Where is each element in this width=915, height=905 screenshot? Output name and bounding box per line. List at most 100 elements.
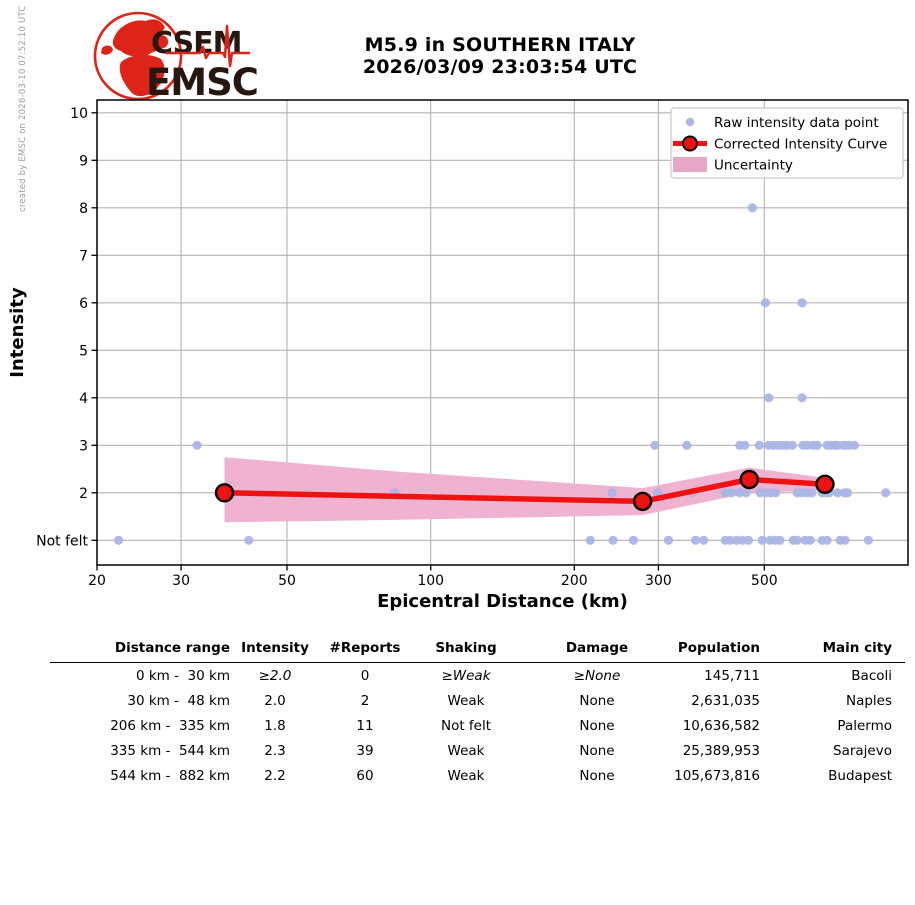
raw-intensity-point: [691, 535, 701, 545]
y-tick-label: 5: [79, 343, 88, 359]
raw-intensity-point: [842, 488, 853, 498]
raw-intensity-point: [760, 298, 771, 308]
corrected-curve-marker: [739, 469, 759, 490]
table-cell: Weak: [447, 692, 485, 709]
table-cell: 0 km - 30 km: [135, 667, 230, 684]
table-row: 544 km - 882 km 2.2 60 Weak None 105,673,816 B…: [50, 763, 905, 788]
table-row: 335 km - 544 km 2.3 39 Weak None 25,389,953 Sa…: [50, 738, 905, 763]
table-cell: None: [579, 717, 615, 734]
table-cell: 2: [360, 692, 370, 709]
table-cell: 10,636,582: [682, 717, 760, 734]
y-tick-label: 4: [79, 391, 88, 407]
table-cell: Naples: [845, 692, 892, 709]
table-cell: 25,389,953: [682, 742, 760, 759]
raw-intensity-point: [682, 440, 692, 450]
table-row: 0 km - 30 km ≥2.0 0 ≥Weak ≥None 145,711 Bacoli: [50, 663, 905, 689]
legend-uncertainty-swatch: [673, 157, 707, 172]
legend-label: Corrected Intensity Curve: [714, 137, 887, 153]
table-row: 206 km - 335 km 1.8 11 Not felt None 10,636,5…: [50, 713, 905, 738]
column-header: Distance range: [50, 636, 230, 663]
table-cell: Weak: [447, 742, 485, 759]
corrected-curve-marker: [815, 474, 835, 494]
table-cell: 30 km - 48 km: [127, 692, 230, 709]
raw-intensity-point: [244, 535, 254, 545]
raw-intensity-point: [771, 488, 781, 498]
raw-intensity-point: [863, 535, 874, 545]
raw-intensity-point: [754, 440, 764, 450]
table-cell: ≥2.0: [258, 667, 292, 684]
raw-intensity-point: [650, 440, 660, 450]
intensity-summary-table: Distance range Intensity #Reports Shaking Da…: [50, 636, 905, 788]
seismogram-trace-icon: [166, 24, 250, 68]
x-axis-label: Epicentral Distance (km): [377, 591, 628, 612]
raw-intensity-point: [822, 535, 832, 545]
title-line-datetime: 2026/03/09 23:03:54 UTC: [362, 56, 638, 78]
table-cell: 2.2: [264, 767, 286, 784]
summary-table-header: Distance range Intensity #Reports Shaking Da…: [50, 636, 905, 663]
raw-intensity-point: [764, 393, 774, 403]
plot-border: [96, 99, 909, 566]
table-cell: 60: [356, 767, 374, 784]
table-cell: Not felt: [440, 717, 492, 734]
raw-intensity-point: [720, 488, 730, 498]
summary-table-body: 0 km - 30 km ≥2.0 0 ≥Weak ≥None 145,711 Bacoli…: [50, 663, 905, 789]
table-cell: None: [579, 692, 615, 709]
raw-intensity-point: [792, 535, 802, 545]
table-cell: 11: [356, 717, 374, 734]
table-cell: 105,673,816: [674, 767, 760, 784]
raw-intensity-point: [787, 440, 797, 450]
column-header: Main city: [772, 636, 905, 663]
corrected-intensity-curve: [224, 476, 826, 505]
y-tick-label: 10: [70, 106, 88, 122]
logo-text-emsc: EMSC: [146, 61, 258, 104]
table-cell: 145,711: [704, 667, 760, 684]
raw-intensity-point: [747, 203, 758, 213]
emsc-logo-graphic: CSEM EMSC: [93, 11, 259, 104]
legend-curve-marker-swatch: [682, 135, 698, 152]
raw-intensity-point: [727, 488, 737, 498]
table-cell: Budapest: [828, 767, 892, 784]
y-tick-label: 3: [79, 438, 88, 454]
corrected-curve-marker: [214, 483, 235, 503]
title-line-event: M5.9 in SOUTHERN ITALY: [364, 34, 636, 56]
table-cell: 2.0: [264, 692, 286, 709]
table-cell: 206 km - 335 km: [110, 717, 230, 734]
y-axis-label: Intensity: [7, 287, 28, 378]
legend-label: Uncertainty: [714, 158, 793, 174]
raw-intensity-point: [699, 535, 709, 545]
x-tick-label: 50: [278, 573, 296, 589]
raw-intensity-point: [812, 440, 822, 450]
column-header: Shaking: [410, 636, 522, 663]
raw-intensity-point: [807, 488, 817, 498]
column-header: #Reports: [320, 636, 410, 663]
raw-intensity-point: [757, 535, 767, 545]
raw-intensity-point: [585, 535, 595, 545]
table-cell: Bacoli: [851, 667, 892, 684]
legend-box: [670, 107, 904, 179]
x-tick-label: 500: [751, 573, 778, 589]
raw-intensity-point: [797, 393, 807, 403]
column-header: Damage: [522, 636, 672, 663]
table-cell: Palermo: [837, 717, 892, 734]
table-cell: None: [579, 742, 615, 759]
y-tick-label: 6: [79, 296, 88, 312]
table-cell: ≥None: [573, 667, 621, 684]
y-tick-label: 2: [79, 486, 88, 502]
raw-intensity-point: [735, 488, 745, 498]
raw-intensity-point: [740, 440, 750, 450]
raw-intensity-point: [628, 535, 639, 545]
table-cell: 39: [356, 742, 374, 759]
x-tick-label: 20: [88, 573, 106, 589]
raw-intensity-point: [840, 535, 850, 545]
raw-intensity-point: [833, 488, 843, 498]
legend-raw-point-swatch: [685, 117, 695, 127]
raw-intensity-point: [775, 535, 785, 545]
raw-intensity-point: [192, 440, 202, 450]
table-cell: None: [579, 767, 615, 784]
y-tick-label: 9: [79, 153, 88, 169]
table-cell: Sarajevo: [833, 742, 892, 759]
table-cell: 2.3: [264, 742, 286, 759]
raw-intensity-point: [743, 535, 754, 545]
x-tick-label: 200: [561, 573, 588, 589]
